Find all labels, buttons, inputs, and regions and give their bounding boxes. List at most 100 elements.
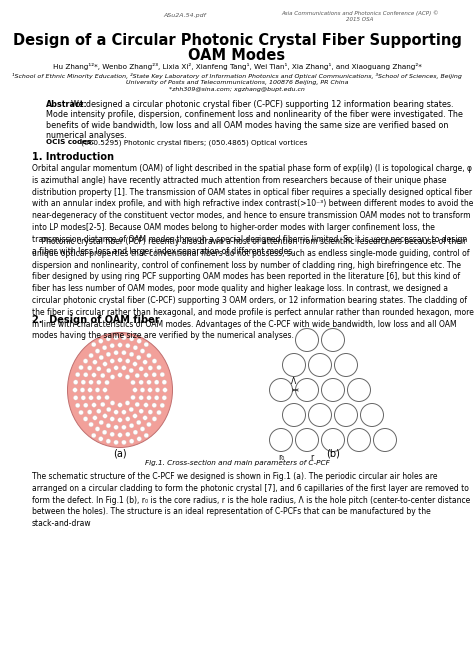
Circle shape [155,395,159,400]
Circle shape [73,380,78,385]
Circle shape [122,366,126,370]
Circle shape [129,407,134,412]
Circle shape [97,380,101,385]
Text: Abstract:: Abstract: [46,100,88,109]
Circle shape [146,422,151,427]
Circle shape [144,342,148,347]
Circle shape [92,403,96,407]
Circle shape [100,402,105,407]
Text: Asia Communications and Photonics Conference (ACP) ©: Asia Communications and Photonics Confer… [281,10,439,15]
Circle shape [118,403,122,407]
Text: 2015 OSA: 2015 OSA [346,17,374,22]
Circle shape [99,355,103,360]
Circle shape [148,366,153,371]
Text: Fig.1. Cross-section and main parameters of C-PCF: Fig.1. Cross-section and main parameters… [145,460,329,466]
Circle shape [81,380,86,385]
Circle shape [126,432,130,437]
Circle shape [95,348,100,353]
Circle shape [81,395,86,400]
Circle shape [137,437,141,441]
Circle shape [139,380,144,385]
Circle shape [73,388,77,393]
Circle shape [163,388,167,393]
Circle shape [157,410,161,415]
Circle shape [91,433,96,438]
Text: r₀: r₀ [278,454,284,462]
Circle shape [106,336,110,341]
Circle shape [118,433,122,438]
Circle shape [140,427,145,431]
Circle shape [102,430,107,435]
Circle shape [102,346,107,350]
Circle shape [131,380,135,385]
Text: Λ: Λ [292,377,297,387]
Circle shape [105,395,109,400]
Circle shape [89,395,93,400]
Text: Design of a Circular Photonic Crystal Fiber Supporting: Design of a Circular Photonic Crystal Fi… [13,33,461,48]
Circle shape [73,395,78,400]
Circle shape [129,439,134,444]
Circle shape [133,430,137,435]
Circle shape [126,358,130,363]
Text: OCIS codes:: OCIS codes: [46,139,94,145]
Circle shape [152,358,157,363]
Circle shape [89,353,93,358]
Circle shape [148,388,152,393]
Circle shape [107,369,111,373]
Circle shape [152,373,156,377]
Circle shape [162,380,167,385]
Circle shape [114,410,118,415]
Circle shape [110,344,115,348]
Circle shape [143,415,147,420]
Circle shape [103,413,107,418]
Circle shape [114,350,118,355]
Circle shape [144,373,148,377]
Text: 1. Introduction: 1. Introduction [32,152,114,162]
Circle shape [122,425,126,429]
Circle shape [129,369,134,373]
Circle shape [118,342,122,347]
Circle shape [118,358,122,362]
Circle shape [126,417,130,421]
Text: (b): (b) [326,448,340,458]
Circle shape [125,401,130,405]
Circle shape [157,365,161,370]
Circle shape [152,403,156,407]
Circle shape [89,380,93,385]
Circle shape [87,410,92,414]
Text: 2.  Design of OAM fiber: 2. Design of OAM fiber [32,315,160,325]
Text: ASu2A.54.pdf: ASu2A.54.pdf [164,13,207,18]
Circle shape [105,380,109,385]
Circle shape [92,373,96,377]
Circle shape [103,388,107,393]
Circle shape [114,336,118,340]
Circle shape [92,360,97,364]
Circle shape [139,409,144,413]
Circle shape [137,339,141,344]
Circle shape [106,423,111,428]
Text: The schematic structure of the C-PCF we designed is shown in Fig.1 (a). The peri: The schematic structure of the C-PCF we … [32,472,470,528]
Circle shape [91,342,96,347]
Circle shape [139,395,144,400]
Circle shape [97,409,101,413]
Circle shape [89,422,93,427]
Circle shape [143,360,147,364]
Circle shape [87,366,92,371]
Circle shape [162,395,167,400]
Circle shape [155,380,159,385]
Circle shape [131,395,135,400]
Circle shape [144,433,148,438]
Circle shape [129,352,134,356]
Ellipse shape [67,332,173,448]
Circle shape [97,395,101,400]
Circle shape [75,373,80,377]
Circle shape [152,417,157,421]
Circle shape [95,427,100,431]
Circle shape [133,388,137,393]
Circle shape [137,355,141,360]
Text: ¹School of Ethnic Minority Education, ²State Key Laboratory of Information Photo: ¹School of Ethnic Minority Education, ²S… [12,73,462,79]
Circle shape [79,410,83,415]
Circle shape [135,402,139,407]
Circle shape [95,388,100,393]
Circle shape [114,425,118,429]
